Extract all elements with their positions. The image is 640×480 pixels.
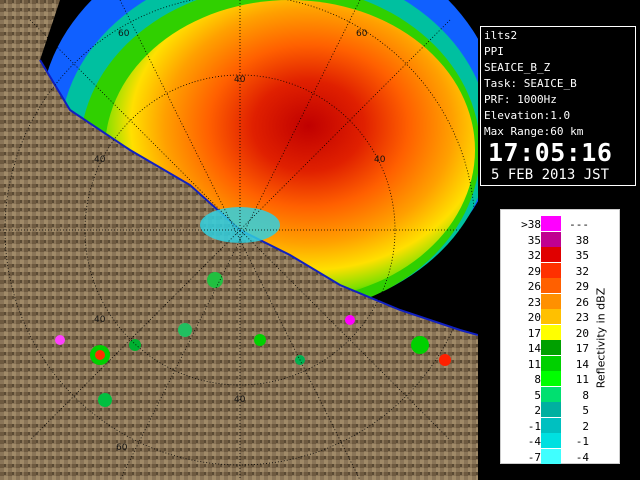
legend-upper-bound: 38	[575, 233, 589, 247]
legend-row: 8 11	[501, 371, 619, 387]
max-range-value: Max Range:60 km	[484, 125, 584, 138]
legend-lower-bound: >38	[521, 218, 541, 231]
range-rings	[0, 0, 478, 480]
legend-upper-bound: 11	[575, 373, 589, 386]
legend-color-swatch	[541, 417, 561, 433]
legend-row: 26 29	[501, 278, 619, 294]
ring-label-60-ne: 60	[356, 29, 368, 39]
product-name: SEAICE_B_Z	[484, 61, 551, 74]
legend-lower-bound: 35	[527, 233, 541, 247]
legend-row: 29 32	[501, 262, 619, 279]
legend-row: 32 35	[501, 247, 619, 263]
legend-upper-bound: 17	[575, 342, 589, 355]
scan-type: PPI	[484, 45, 504, 58]
legend-lower-bound: -4	[527, 435, 541, 448]
legend-upper-bound: 32	[575, 264, 589, 278]
legend-row: >38 ---	[501, 216, 619, 232]
legend-row: 35 38	[501, 231, 619, 248]
legend-upper-bound: 14	[575, 357, 589, 371]
legend-row: 14 17	[501, 340, 619, 356]
legend-lower-bound: 11	[527, 357, 541, 371]
ring-label-60-nw: 60	[118, 29, 130, 39]
legend-upper-bound: 5	[582, 404, 589, 417]
legend-color-swatch	[541, 309, 561, 324]
legend-row: 17 20	[501, 324, 619, 341]
legend-row: 23 26	[501, 293, 619, 310]
elevation-value: Elevation:1.0	[484, 109, 571, 122]
legend-color-swatch	[541, 262, 561, 278]
land-echoes	[55, 272, 451, 407]
legend-color-swatch	[541, 293, 561, 309]
legend-lower-bound: 2	[534, 404, 541, 417]
legend-row: -4 -1	[501, 433, 619, 449]
legend-upper-bound: 23	[575, 311, 589, 324]
legend-upper-bound: ---	[569, 218, 589, 231]
legend-upper-bound: 20	[575, 326, 589, 340]
legend-lower-bound: 5	[534, 388, 541, 402]
legend-upper-bound: 26	[575, 295, 589, 309]
legend-lower-bound: 14	[527, 342, 541, 355]
legend-color-swatch	[541, 386, 561, 402]
legend-color-swatch	[541, 231, 561, 247]
legend-upper-bound: 8	[582, 388, 589, 402]
task-name: Task: SEAICE_B	[484, 77, 577, 90]
ring-label-40-w: 40	[94, 155, 106, 165]
legend-lower-bound: 32	[527, 249, 541, 262]
legend-row: 11 14	[501, 355, 619, 372]
legend-lower-bound: 8	[534, 373, 541, 386]
legend-color-swatch	[541, 402, 561, 417]
legend-lower-bound: 29	[527, 264, 541, 278]
legend-upper-bound: 2	[582, 419, 589, 433]
legend-row: -1 2	[501, 417, 619, 434]
legend-lower-bound: 26	[527, 280, 541, 293]
scan-date: 5 FEB 2013 JST	[491, 167, 610, 183]
legend-lower-bound: 17	[527, 326, 541, 340]
ring-label-40-sw: 40	[94, 315, 106, 325]
legend-lower-bound: 23	[527, 295, 541, 309]
legend-color-swatch	[541, 371, 561, 386]
legend-color-swatch	[541, 324, 561, 340]
legend-color-swatch	[541, 433, 561, 448]
legend-upper-bound: -1	[575, 435, 589, 448]
legend-color-swatch	[541, 355, 561, 371]
ring-label-60-sw: 60	[116, 443, 128, 453]
scan-time: 17:05:16	[488, 138, 613, 167]
legend-color-swatch	[541, 247, 561, 262]
legend-color-swatch	[541, 448, 561, 464]
radar-ppi-display: 60 60 40 40 40 40 40 60	[0, 0, 478, 480]
scan-info-panel: ilts2 PPI SEAICE_B_Z Task: SEAICE_B PRF:…	[480, 26, 636, 186]
prf-value: PRF: 1000Hz	[484, 93, 557, 106]
legend-title: Reflectivity in dBZ	[594, 287, 608, 389]
legend-row: 20 23	[501, 309, 619, 325]
legend-lower-bound: 20	[527, 311, 541, 324]
radar-image: 60 60 40 40 40 40 40 60	[0, 0, 478, 480]
coastline	[39, 59, 478, 336]
ring-label-40-e: 40	[374, 155, 386, 165]
station-name: ilts2	[484, 29, 518, 42]
legend-row: -7 -4	[501, 448, 619, 465]
legend-upper-bound: 35	[575, 249, 589, 262]
legend-upper-bound: -4	[575, 450, 589, 464]
ring-label-40-n: 40	[234, 75, 246, 85]
ring-label-40-s: 40	[234, 395, 246, 405]
legend-color-swatch	[541, 340, 561, 355]
reflectivity-legend: >38 --- 35 38 32 35 29 32 26 29 23 26 20 23 17 20 14 17 11…	[500, 209, 620, 464]
legend-color-swatch	[541, 216, 561, 231]
legend-lower-bound: -1	[527, 419, 541, 433]
legend-color-swatch	[541, 278, 561, 293]
legend-upper-bound: 29	[575, 280, 589, 293]
legend-lower-bound: -7	[527, 450, 541, 464]
